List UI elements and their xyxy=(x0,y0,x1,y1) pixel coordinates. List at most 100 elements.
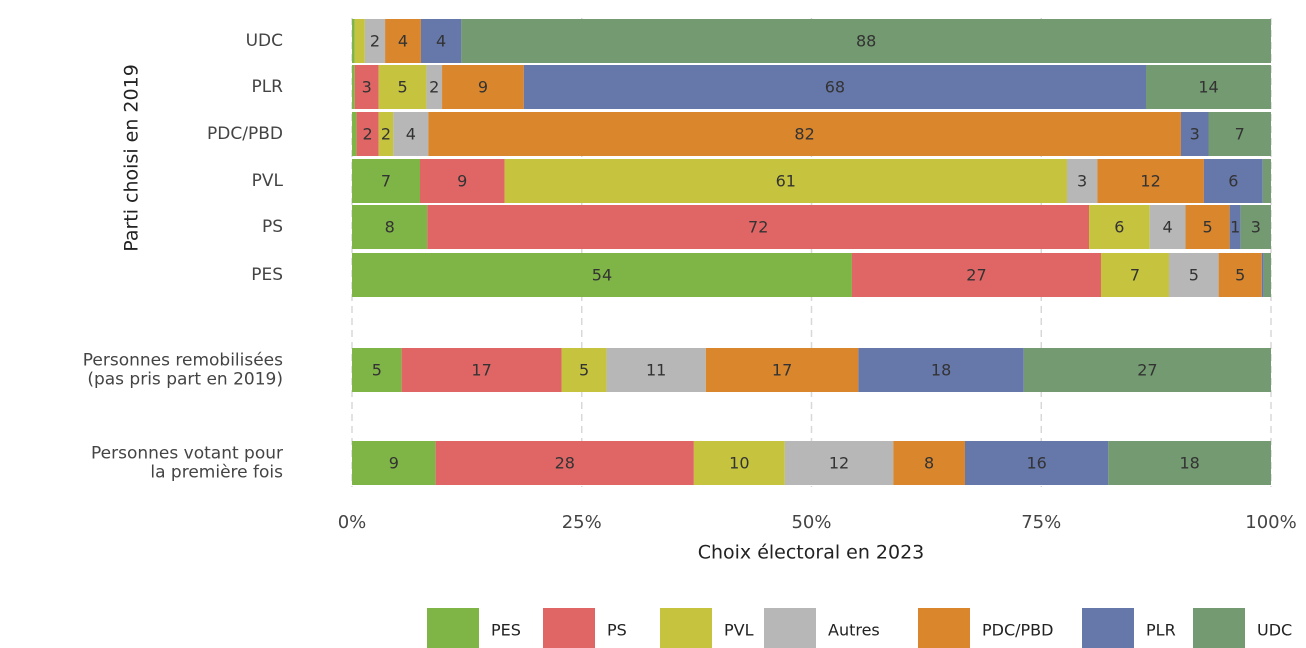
bar-segment xyxy=(352,159,421,203)
bar-segment xyxy=(784,441,894,485)
data-label: 9 xyxy=(478,78,488,97)
x-tick-label: 75% xyxy=(1021,512,1061,533)
legend-label: PDC/PBD xyxy=(982,621,1053,640)
y-tick-label: PS xyxy=(262,217,283,237)
bar-segment xyxy=(354,19,365,63)
data-label: 12 xyxy=(1140,172,1160,191)
bar-segment xyxy=(461,19,1272,63)
data-label: 4 xyxy=(436,32,446,51)
bar-segment xyxy=(1066,159,1098,203)
bar-segment xyxy=(352,65,355,109)
bar-segment xyxy=(851,253,1101,297)
data-label: 17 xyxy=(471,361,491,380)
bar-segment xyxy=(523,65,1147,109)
data-label: 7 xyxy=(1130,266,1140,285)
bar-segment xyxy=(1023,348,1271,392)
data-label: 72 xyxy=(748,218,768,237)
bar-segment xyxy=(385,19,421,63)
data-label: 5 xyxy=(579,361,589,380)
legend-swatch xyxy=(1193,608,1245,648)
data-label: 88 xyxy=(856,32,876,51)
x-tick-label: 50% xyxy=(791,512,831,533)
bar-segment xyxy=(435,441,694,485)
bar-segment xyxy=(352,19,355,63)
x-tick-label: 0% xyxy=(338,512,367,533)
bar-segment xyxy=(504,159,1067,203)
bar-segment xyxy=(606,348,706,392)
bar-segment xyxy=(561,348,607,392)
data-label: 6 xyxy=(1228,172,1238,191)
data-label: 12 xyxy=(829,454,849,473)
data-label: 17 xyxy=(772,361,792,380)
bar-segment xyxy=(1180,112,1209,156)
bar-segment xyxy=(364,19,386,63)
bar-segment xyxy=(352,253,852,297)
x-tick-label: 100% xyxy=(1245,512,1296,533)
data-label: 82 xyxy=(794,125,814,144)
bar-segment xyxy=(1089,205,1150,249)
data-label: 4 xyxy=(406,125,416,144)
legend-swatch xyxy=(1082,608,1134,648)
data-label: 68 xyxy=(825,78,845,97)
data-label: 7 xyxy=(1235,125,1245,144)
data-label: 2 xyxy=(429,78,439,97)
legend-swatch xyxy=(660,608,712,648)
bar-segment xyxy=(1240,205,1271,249)
legend-swatch xyxy=(918,608,970,648)
bar-segment xyxy=(1229,205,1241,249)
legend-swatch xyxy=(427,608,479,648)
data-label: 18 xyxy=(931,361,951,380)
data-label: 5 xyxy=(1235,266,1245,285)
data-label: 7 xyxy=(381,172,391,191)
bar-segment xyxy=(1262,159,1271,203)
bar-segment xyxy=(378,65,427,109)
data-label: 2 xyxy=(381,125,391,144)
bar-segment xyxy=(427,205,1090,249)
y-tick-label: Personnes remobilisées (pas pris part en … xyxy=(83,351,283,390)
y-tick-label: PVL xyxy=(252,171,284,191)
bar-segment xyxy=(705,348,859,392)
data-label: 3 xyxy=(1251,218,1261,237)
y-tick-label: PES xyxy=(251,265,283,285)
y-tick-label: Personnes votant pour la première fois xyxy=(91,444,283,483)
data-label: 28 xyxy=(555,454,575,473)
bar-segment xyxy=(1203,159,1263,203)
bar-segment xyxy=(352,205,428,249)
data-label: 9 xyxy=(457,172,467,191)
bar-segment xyxy=(428,112,1181,156)
bar-segment xyxy=(1149,205,1186,249)
bar-segment xyxy=(693,441,785,485)
bar-segment xyxy=(426,65,443,109)
data-label: 5 xyxy=(397,78,407,97)
legend-label: UDC xyxy=(1257,621,1292,640)
bar-segment xyxy=(352,112,357,156)
bar-segment xyxy=(420,19,462,63)
y-tick-label: PDC/PBD xyxy=(207,124,283,144)
bar-segment xyxy=(964,441,1109,485)
legend-label: Autres xyxy=(828,621,880,640)
bar-segment xyxy=(352,441,436,485)
bar-segment xyxy=(420,159,505,203)
data-label: 5 xyxy=(372,361,382,380)
y-tick-label: UDC xyxy=(246,31,283,51)
data-label: 10 xyxy=(729,454,749,473)
data-label: 9 xyxy=(389,454,399,473)
data-label: 16 xyxy=(1026,454,1046,473)
data-label: 61 xyxy=(776,172,796,191)
data-label: 27 xyxy=(1137,361,1157,380)
bar-segment xyxy=(1185,205,1230,249)
data-label: 14 xyxy=(1198,78,1218,97)
bar-segment xyxy=(858,348,1024,392)
legend-label: PES xyxy=(491,621,521,640)
data-label: 1 xyxy=(1230,218,1240,237)
legend-label: PS xyxy=(607,621,627,640)
bar-segment xyxy=(1261,253,1264,297)
y-tick-label: PLR xyxy=(251,77,283,97)
data-label: 5 xyxy=(1202,218,1212,237)
data-label: 2 xyxy=(363,125,373,144)
bar-segment xyxy=(354,65,379,109)
legend-swatch xyxy=(543,608,595,648)
data-label: 8 xyxy=(385,218,395,237)
bar-segment xyxy=(393,112,429,156)
